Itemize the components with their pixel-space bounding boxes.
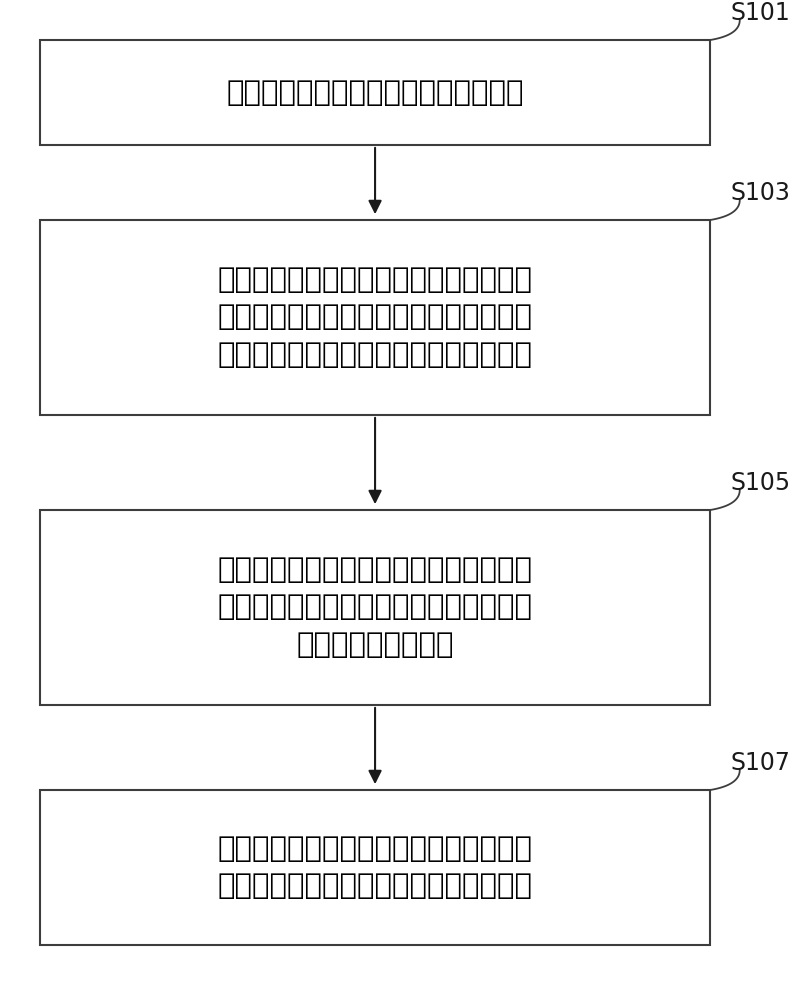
FancyBboxPatch shape: [40, 790, 710, 945]
Text: S107: S107: [730, 751, 790, 775]
Text: S101: S101: [730, 1, 790, 25]
FancyBboxPatch shape: [40, 510, 710, 705]
Text: 响应于容量水位线持续处于安全阈值之下
，而在学习时间长度内持续采集主机输入
输出的读写比例和读写压力并存储到本地: 响应于容量水位线持续处于安全阈值之下 ，而在学习时间长度内持续采集主机输入 输出…: [218, 266, 532, 369]
FancyBboxPatch shape: [40, 220, 710, 415]
Text: 响应于学习时间结束而基于本地存储的读
写比例和读写压力控制垃圾回收写的速度: 响应于学习时间结束而基于本地存储的读 写比例和读写压力控制垃圾回收写的速度: [218, 835, 532, 900]
Text: S103: S103: [730, 181, 790, 205]
Text: 响应于在学习时间中确定主机输入输出的
读写压力为零而立即结束学习时间并最大
化垃圾回收写的速度: 响应于在学习时间中确定主机输入输出的 读写压力为零而立即结束学习时间并最大 化垃…: [218, 556, 532, 659]
FancyBboxPatch shape: [40, 40, 710, 145]
Text: S105: S105: [730, 471, 790, 495]
Text: 持续采集并确定固态硬盘的容量水位线: 持续采集并确定固态硬盘的容量水位线: [227, 79, 523, 106]
